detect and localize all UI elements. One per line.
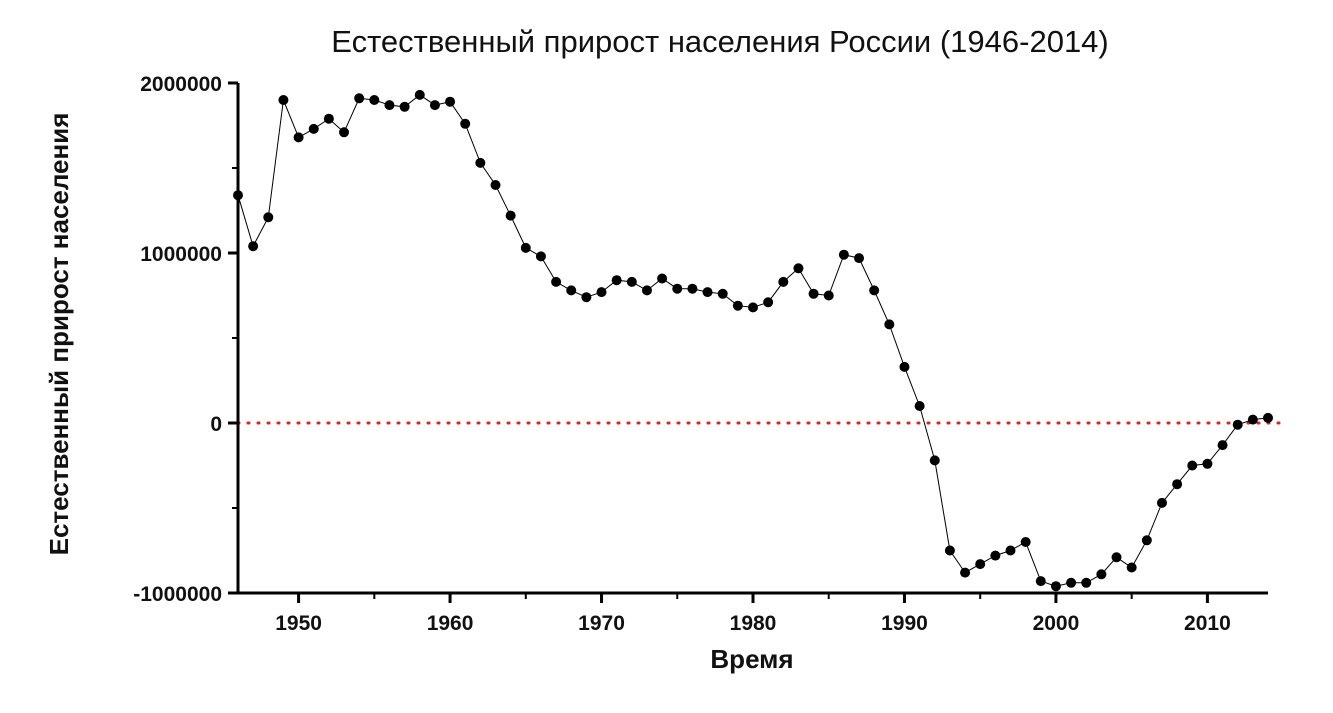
data-point: [899, 361, 910, 372]
data-point: [490, 180, 501, 190]
data-point: [520, 242, 531, 253]
data-point: [384, 100, 395, 111]
data-point: [778, 276, 789, 287]
data-point: [823, 290, 834, 301]
data-point: [1156, 497, 1167, 508]
data-point: [702, 287, 713, 298]
data-point: [248, 241, 259, 252]
data-point: [1066, 577, 1077, 588]
data-point: [233, 190, 243, 201]
data-point: [657, 273, 668, 284]
x-axis-label: Время: [710, 644, 793, 674]
data-point: [399, 101, 410, 112]
x-tick-label: 1980: [730, 612, 777, 635]
data-point: [944, 545, 955, 556]
data-point: [672, 283, 683, 294]
data-point: [369, 95, 380, 105]
x-tick-label: 1970: [578, 612, 625, 635]
data-point: [793, 263, 804, 274]
data-point: [1050, 581, 1061, 592]
plot-area: -1000000 0 1000000 2000000 1950 1960 1970 1980 1…: [133, 73, 1284, 635]
y-tick-label: -1000000: [133, 583, 222, 606]
data-point: [914, 401, 925, 411]
data-point: [1187, 460, 1198, 471]
chart-title: Естественный прирост населения России (1…: [331, 24, 1109, 59]
x-tick-label: 2010: [1184, 612, 1231, 635]
data-point: [339, 127, 350, 138]
data-point: [1020, 537, 1031, 547]
data-point: [611, 275, 622, 286]
data-point: [445, 96, 456, 107]
data-point: [323, 113, 334, 124]
data-point: [551, 276, 562, 287]
data-point: [1081, 577, 1092, 588]
data-point: [626, 276, 637, 287]
x-tick-label: 1960: [427, 612, 474, 635]
data-point: [748, 302, 758, 313]
data-point: [1247, 414, 1258, 425]
series-line: [237, 94, 1269, 587]
y-tick-label: 1000000: [140, 243, 222, 266]
data-point: [1202, 458, 1213, 469]
y-tick-label: 0: [210, 413, 222, 436]
data-point: [354, 93, 365, 104]
data-point: [641, 285, 652, 296]
data-point: [1172, 479, 1183, 490]
data-point: [1005, 545, 1016, 556]
data-point: [1263, 412, 1273, 423]
data-point: [1035, 576, 1046, 587]
data-point: [566, 285, 577, 296]
data-point: [1111, 552, 1122, 563]
data-point: [535, 251, 546, 262]
data-point: [929, 455, 940, 466]
data-point: [263, 212, 274, 223]
data-point: [808, 288, 819, 299]
data-point: [717, 288, 728, 299]
data-point: [505, 210, 516, 221]
data-point: [1126, 562, 1137, 573]
data-point: [1141, 535, 1152, 546]
data-point: [763, 297, 774, 308]
y-tick-label: 2000000: [140, 73, 222, 96]
data-point: [278, 95, 289, 105]
data-point: [1232, 419, 1243, 430]
data-point: [869, 285, 880, 296]
data-point: [460, 118, 471, 129]
data-point: [687, 283, 698, 294]
data-point: [293, 132, 304, 143]
data-point: [475, 157, 486, 168]
data-point: [414, 89, 425, 100]
data-point: [429, 100, 440, 111]
data-point: [838, 249, 849, 260]
y-axis-label: Естественный прирост населения: [44, 113, 74, 556]
x-tick-label: 2000: [1033, 612, 1080, 635]
data-point: [581, 292, 592, 303]
data-point: [596, 287, 607, 298]
data-point: [732, 300, 743, 311]
data-point: [854, 253, 865, 264]
data-point: [1217, 440, 1228, 451]
data-point: [960, 567, 971, 578]
x-tick-label: 1990: [881, 612, 928, 635]
x-tick-label: 1950: [275, 612, 322, 635]
data-point: [990, 550, 1001, 561]
data-point: [308, 123, 319, 134]
data-point: [884, 319, 895, 330]
data-point: [1096, 569, 1107, 580]
data-point: [975, 559, 986, 570]
